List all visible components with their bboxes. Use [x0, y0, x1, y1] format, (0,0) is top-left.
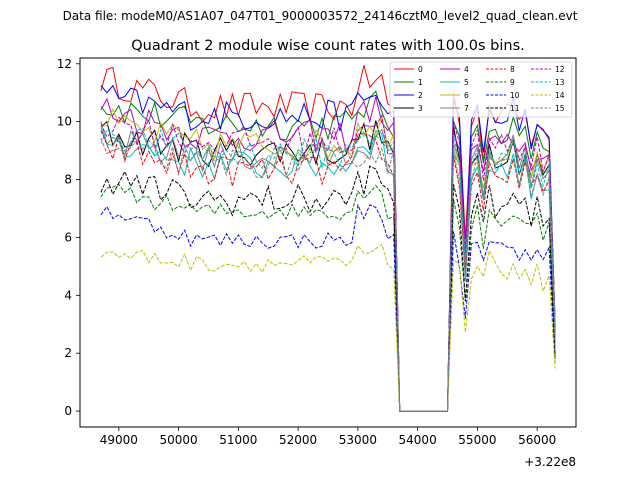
- x-tick-label: 54000: [399, 433, 437, 447]
- legend-label-7: 7: [464, 104, 469, 113]
- x-tick-label: 51000: [219, 433, 257, 447]
- legend-label-4: 4: [464, 65, 469, 74]
- plot-area: [100, 65, 556, 412]
- x-tick-label: 52000: [279, 433, 317, 447]
- series-line-9: [100, 183, 556, 412]
- legend-label-5: 5: [464, 78, 469, 87]
- x-tick-label: 49000: [100, 433, 138, 447]
- legend-label-8: 8: [510, 65, 515, 74]
- series-line-11: [100, 165, 556, 412]
- y-tick-label: 4: [64, 288, 72, 302]
- legend-label-3: 3: [418, 104, 423, 113]
- y-tick-label: 12: [57, 57, 72, 71]
- legend-label-15: 15: [555, 104, 565, 113]
- y-tick-label: 2: [64, 346, 72, 360]
- axes-frame: [79, 57, 577, 428]
- legend-label-2: 2: [418, 91, 423, 100]
- chart-suptitle: Data file: modeM0/AS1A07_047T01_90000035…: [63, 9, 578, 23]
- x-tick-label: 50000: [160, 433, 198, 447]
- legend-label-12: 12: [555, 65, 565, 74]
- legend-label-1: 1: [418, 78, 423, 87]
- legend-label-9: 9: [510, 78, 515, 87]
- x-tick-label: 56000: [518, 433, 556, 447]
- legend-label-13: 13: [555, 78, 565, 87]
- legend-box: [389, 61, 573, 118]
- series-line-1: [100, 90, 556, 412]
- y-tick-label: 6: [64, 230, 72, 244]
- series-line-14: [100, 243, 556, 412]
- series-line-8: [100, 130, 556, 412]
- series-line-2: [100, 84, 556, 412]
- legend-label-10: 10: [510, 91, 520, 100]
- chart-title: Quadrant 2 module wise count rates with …: [131, 38, 525, 54]
- series-line-15: [100, 137, 556, 412]
- y-tick-label: 0: [64, 404, 72, 418]
- legend-label-0: 0: [418, 65, 423, 74]
- x-tick-label: 55000: [458, 433, 496, 447]
- x-axis: 49000 50000 51000 52000 53000 54000 55000 56000: [100, 427, 556, 447]
- legend-label-11: 11: [510, 104, 520, 113]
- series-line-13: [100, 127, 556, 412]
- x-offset-label: +3.22e8: [524, 455, 576, 469]
- x-tick-label: 53000: [339, 433, 377, 447]
- legend-label-6: 6: [464, 91, 469, 100]
- y-tick-label: 8: [64, 173, 72, 187]
- legend-label-14: 14: [555, 91, 565, 100]
- y-axis: 0 2 4 6 8 10 12: [57, 57, 80, 418]
- y-tick-label: 10: [57, 115, 72, 129]
- series-line-10: [100, 203, 556, 412]
